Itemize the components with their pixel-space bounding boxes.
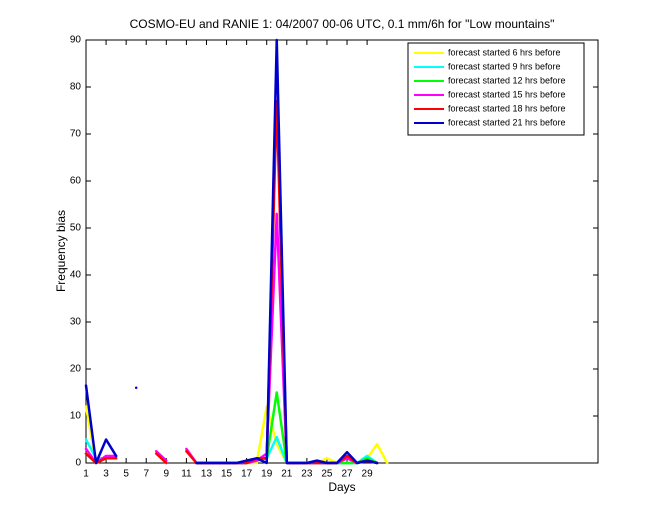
x-tick-label: 3 xyxy=(103,469,109,480)
x-tick-label: 27 xyxy=(341,469,353,480)
y-tick-label: 70 xyxy=(70,129,82,140)
x-tick-label: 17 xyxy=(241,469,253,480)
x-tick-label: 19 xyxy=(261,469,273,480)
legend-label: forecast started 9 hrs before xyxy=(448,61,561,71)
y-tick-label: 60 xyxy=(70,176,82,187)
x-axis-label: Days xyxy=(328,480,355,494)
y-tick-label: 20 xyxy=(70,364,82,375)
x-tick-label: 25 xyxy=(321,469,333,480)
x-tick-label: 7 xyxy=(143,469,149,480)
y-tick-label: 0 xyxy=(75,458,81,469)
chart-title: COSMO-EU and RANIE 1: 04/2007 00-06 UTC,… xyxy=(130,17,555,31)
x-tick-label: 29 xyxy=(362,469,374,480)
x-tick-label: 11 xyxy=(181,469,192,480)
y-tick-label: 90 xyxy=(70,35,82,46)
legend-label: forecast started 6 hrs before xyxy=(448,47,561,57)
x-tick-label: 1 xyxy=(83,469,89,480)
x-tick-label: 9 xyxy=(164,469,170,480)
y-tick-label: 40 xyxy=(70,270,82,281)
y-tick-label: 80 xyxy=(70,82,82,93)
legend-label: forecast started 15 hrs before xyxy=(448,89,566,99)
y-tick-label: 30 xyxy=(70,317,82,328)
y-axis-label: Frequency bias xyxy=(54,210,68,292)
legend-box xyxy=(407,42,585,136)
legend-label: forecast started 12 hrs before xyxy=(448,75,566,85)
x-tick-label: 23 xyxy=(301,469,313,480)
y-tick-label: 10 xyxy=(70,411,82,422)
x-tick-label: 5 xyxy=(123,469,129,480)
x-tick-label: 15 xyxy=(221,469,233,480)
series-line xyxy=(84,38,379,465)
y-tick-label: 50 xyxy=(70,223,82,234)
x-tick-label: 13 xyxy=(201,469,213,480)
legend-label: forecast started 18 hrs before xyxy=(448,103,566,113)
x-tick-label: 21 xyxy=(281,469,293,480)
legend-label: forecast started 21 hrs before xyxy=(448,117,566,127)
